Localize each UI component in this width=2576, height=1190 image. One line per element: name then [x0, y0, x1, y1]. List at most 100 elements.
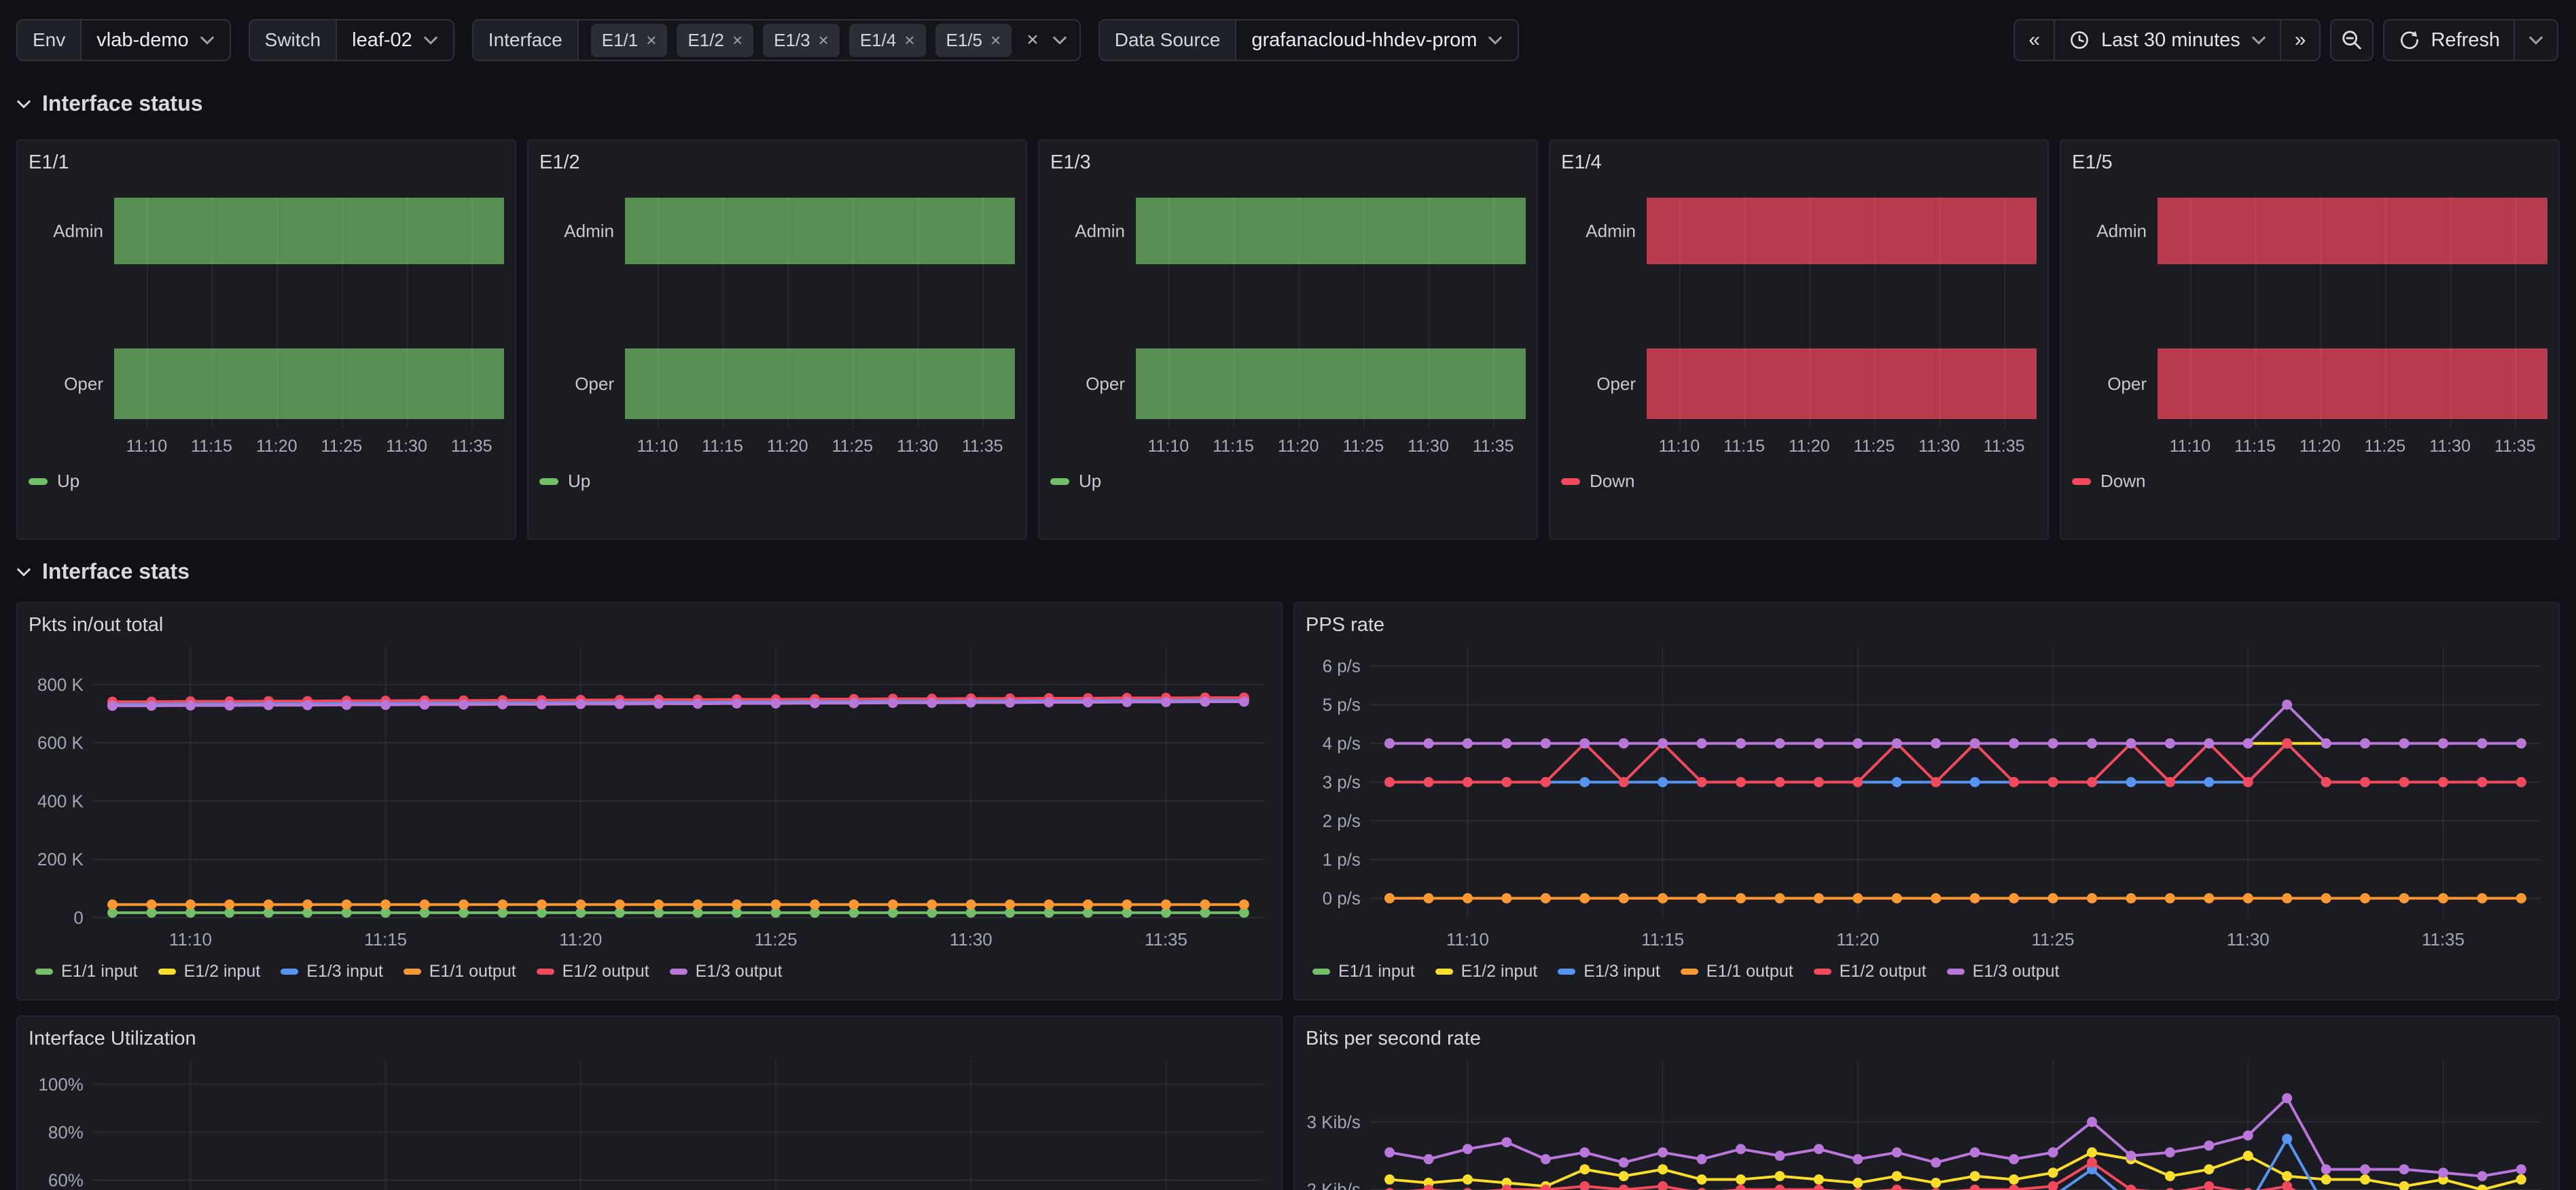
svg-text:200 K: 200 K [37, 849, 84, 869]
panel-title[interactable]: E1/1 [29, 151, 69, 173]
state-timeline-chart: Admin Oper 11:10 11:15 11:20 11:25 11:30… [29, 198, 504, 457]
legend-item[interactable]: E1/3 input [1558, 962, 1660, 981]
stats-panels-row: Pkts in/out total 11:10 11:15 11:20 11:25 11… [0, 602, 2576, 1000]
interface-chip[interactable]: E1/1 × [590, 23, 668, 57]
panel-title[interactable]: E1/3 [1050, 151, 1091, 173]
interface-chip[interactable]: E1/3 × [763, 23, 840, 57]
legend-item[interactable]: E1/3 input [281, 962, 383, 981]
legend-item[interactable]: E1/2 output [1813, 962, 1927, 981]
legend-label: E1/1 output [429, 962, 516, 981]
svg-text:3 Kib/s: 3 Kib/s [1307, 1112, 1361, 1132]
env-select[interactable]: vlab-demo [82, 20, 229, 60]
legend-color-pill [403, 969, 421, 975]
variable-controls: Env vlab-demo Switch leaf-02 Interface E… [16, 19, 1520, 61]
refresh-button[interactable]: Refresh [2384, 20, 2514, 60]
panel-title[interactable]: E1/4 [1561, 151, 1602, 173]
refresh-interval-select[interactable] [2514, 20, 2557, 60]
chevron-down-icon [1488, 36, 1503, 45]
legend-item[interactable]: E1/3 output [1946, 962, 2059, 981]
state-timeline-chart: Admin Oper 11:10 11:15 11:20 11:25 11:30… [1561, 198, 2037, 457]
panel-title[interactable]: E1/2 [539, 151, 580, 173]
remove-chip-icon[interactable]: × [646, 30, 657, 50]
panel-title[interactable]: Bits per second rate [1306, 1028, 1481, 1049]
time-axis: 11:10 11:15 11:20 11:25 11:30 11:35 [1658, 437, 2025, 456]
legend-item[interactable]: E1/2 input [158, 962, 260, 981]
remove-chip-icon[interactable]: × [818, 30, 829, 50]
legend-item[interactable]: E1/1 input [35, 962, 138, 981]
legend-color-pill [1312, 969, 1330, 975]
legend-color-pill [539, 477, 558, 485]
legend-color-pill [536, 969, 554, 975]
legend-color-pill [669, 969, 687, 975]
interface-chip[interactable]: E1/2 × [677, 23, 754, 57]
svg-text:6 p/s: 6 p/s [1323, 655, 1361, 676]
legend-item[interactable]: Up [539, 471, 1015, 492]
panel-title[interactable]: Pkts in/out total [29, 614, 164, 636]
panel-title[interactable]: Interface Utilization [29, 1028, 196, 1049]
clear-all-icon[interactable]: × [1026, 29, 1039, 51]
legend-label: E1/1 input [61, 962, 138, 981]
legend-item[interactable]: E1/1 output [1680, 962, 1793, 981]
switch-select[interactable]: leaf-02 [337, 20, 453, 60]
row-label: Oper [1086, 374, 1125, 394]
legend-item[interactable]: E1/2 input [1435, 962, 1537, 981]
section-interface-stats[interactable]: Interface stats [0, 559, 2576, 584]
legend-item[interactable]: Up [1050, 471, 1526, 492]
section-title: Interface stats [42, 559, 190, 583]
remove-chip-icon[interactable]: × [732, 30, 743, 50]
panel-pps-rate: PPS rate 11:10 11:15 11:20 11:25 11:30 11:35 6… [1293, 602, 2560, 1000]
section-interface-status[interactable]: Interface status [0, 91, 2576, 116]
legend-color-pill [1050, 477, 1069, 485]
legend-label: Down [2100, 471, 2146, 491]
dashboard-controls: Env vlab-demo Switch leaf-02 Interface E… [0, 0, 2576, 61]
remove-chip-icon[interactable]: × [990, 30, 1001, 50]
datasource-select[interactable]: grafanacloud-hhdev-prom [1236, 20, 1518, 60]
panel-e1-3: E1/3 Admin Oper 11:10 11:15 11:20 11:25 … [1038, 139, 1538, 540]
refresh-icon [2401, 31, 2419, 50]
zoom-out-button[interactable] [2330, 19, 2374, 61]
interface-chip[interactable]: E1/5 × [935, 23, 1012, 57]
section-title: Interface status [42, 91, 203, 115]
time-shift-forward-button[interactable]: » [2279, 20, 2320, 60]
pps-line-chart: 11:10 11:15 11:20 11:25 11:30 11:35 6 p/s 5 p/s… [1323, 647, 2541, 950]
clock-icon [2071, 31, 2088, 49]
legend-item[interactable]: E1/3 output [669, 962, 782, 981]
time-range-picker[interactable]: Last 30 minutes [2054, 20, 2280, 60]
legend-color-pill [1558, 969, 1576, 975]
svg-text:2 p/s: 2 p/s [1323, 810, 1361, 831]
panel-title[interactable]: PPS rate [1306, 614, 1385, 636]
interface-label: Interface [473, 20, 579, 60]
time-axis: 11:10 11:15 11:20 11:25 11:30 11:35 [2169, 437, 2536, 456]
env-label: Env [18, 20, 82, 60]
legend-color-pill [1813, 969, 1831, 975]
legend-item[interactable]: Down [1561, 471, 2037, 492]
row-label: Admin [2096, 221, 2147, 241]
state-timeline-chart: Admin Oper 11:10 11:15 11:20 11:25 11:30… [1050, 198, 1526, 457]
panel-title[interactable]: E1/5 [2072, 151, 2113, 173]
legend-color-pill [29, 477, 48, 485]
interface-chip[interactable]: E1/4 × [848, 23, 926, 57]
time-shift-back-button[interactable]: « [2015, 20, 2054, 60]
env-variable: Env vlab-demo [16, 19, 231, 61]
legend-label: Up [568, 471, 591, 491]
switch-variable: Switch leaf-02 [248, 19, 454, 61]
legend-color-pill [158, 969, 176, 975]
state-timeline-chart: Admin Oper 11:10 11:15 11:20 11:25 11:30… [539, 198, 1015, 457]
legend-item[interactable]: E1/2 output [536, 962, 649, 981]
legend-item[interactable]: Down [2072, 471, 2547, 492]
chevron-down-icon [423, 36, 438, 45]
chevron-down-icon [2251, 36, 2266, 45]
remove-chip-icon[interactable]: × [904, 30, 915, 50]
chart-legend: E1/1 input E1/2 input E1/3 input E1/1 outpu… [1312, 962, 2547, 981]
legend-color-pill [35, 969, 53, 975]
legend-item[interactable]: Up [29, 471, 504, 492]
row-label: Admin [564, 221, 614, 241]
legend-label: Up [1079, 471, 1102, 491]
panel-interface-utilization: Interface Utilization 11:1011:1511:2011:… [16, 1015, 1283, 1190]
legend-item[interactable]: E1/1 input [1312, 962, 1415, 981]
legend-label: E1/3 input [1584, 962, 1660, 981]
svg-text:11:10: 11:10 [169, 929, 212, 950]
legend-item[interactable]: E1/1 output [403, 962, 516, 981]
interface-multiselect[interactable]: E1/1 × E1/2 × E1/3 × E1/4 × E1/5 × × [579, 20, 1079, 60]
